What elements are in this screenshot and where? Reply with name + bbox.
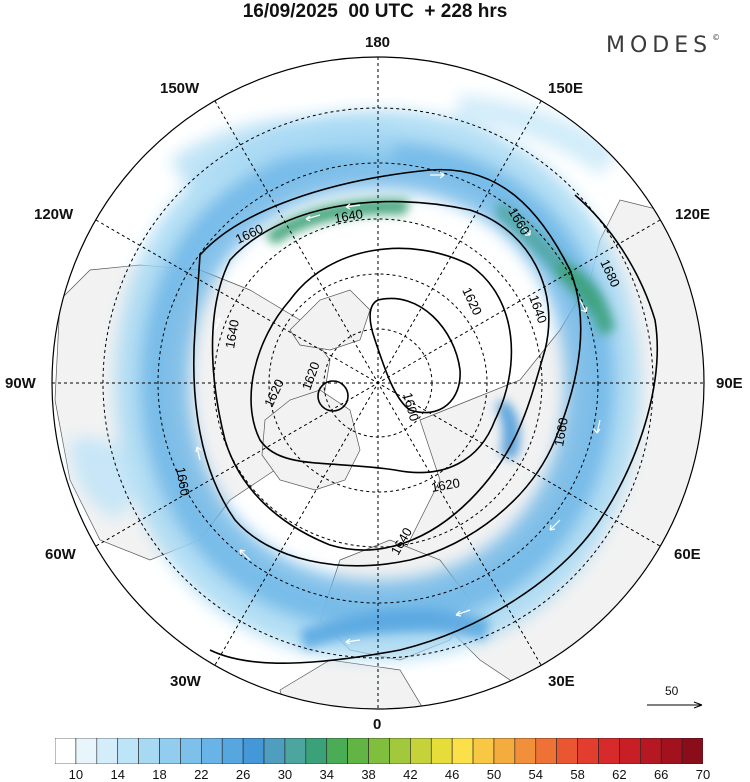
svg-text:1640: 1640 xyxy=(333,206,364,226)
colorbar-swatch xyxy=(451,738,474,764)
map-border xyxy=(51,56,705,710)
colorbar-swatch xyxy=(138,738,160,764)
lon-label-150e: 150E xyxy=(548,80,584,97)
colorbar-swatch xyxy=(493,738,516,764)
modes-logo: MODES© xyxy=(606,33,721,58)
contour-1600 xyxy=(369,297,461,414)
lon-label-0: 0 xyxy=(373,716,382,733)
colorbar-label: 22 xyxy=(194,767,209,782)
colorbar-swatch xyxy=(201,738,223,764)
svg-text:1600: 1600 xyxy=(400,391,422,423)
colorbar-swatch xyxy=(577,738,599,764)
lon-label-30w: 30W xyxy=(170,673,201,690)
svg-text:1660: 1660 xyxy=(551,416,571,447)
colorbar-label: 18 xyxy=(152,767,167,782)
colorbar-swatch xyxy=(263,738,286,764)
colorbar-label: 10 xyxy=(68,767,84,782)
colorbar-label: 62 xyxy=(612,767,627,782)
wind-speed-colorbar xyxy=(55,738,703,764)
colorbar-swatch xyxy=(347,738,369,764)
height-contours xyxy=(193,168,658,664)
colorbar-swatch xyxy=(660,738,683,764)
colorbar-swatch xyxy=(430,738,453,764)
contour-1640 xyxy=(211,200,550,551)
colorbar-label: 50 xyxy=(486,767,502,782)
wind-arrows xyxy=(195,171,601,645)
colorbar-label: 46 xyxy=(444,767,460,782)
colorbar-label: 30 xyxy=(277,767,293,782)
colorbar-swatch xyxy=(326,738,348,764)
colorbar-swatch xyxy=(368,738,390,764)
contour-1660 xyxy=(193,168,582,567)
colorbar-swatch xyxy=(472,738,495,764)
lon-label-120w: 120W xyxy=(34,206,74,223)
colorbar-swatch xyxy=(598,738,620,764)
colorbar-label: 38 xyxy=(361,767,376,782)
colorbar-swatch xyxy=(221,738,244,764)
colorbar-swatch xyxy=(284,738,307,764)
lon-label-90e: 90E xyxy=(716,375,743,392)
colorbar-swatch xyxy=(96,738,119,764)
colorbar-swatch xyxy=(55,738,77,764)
colorbar-swatch xyxy=(180,738,202,764)
colorbar-label: 34 xyxy=(319,767,334,782)
contour-1680 xyxy=(209,194,658,664)
svg-text:1620: 1620 xyxy=(430,475,461,495)
colorbar-swatch xyxy=(681,738,703,764)
map-title: 16/09/2025 00 UTC + 228 hrs xyxy=(242,1,508,22)
colorbar-label: 26 xyxy=(235,767,251,782)
colorbar-label: 66 xyxy=(653,767,669,782)
wind-speed-shading xyxy=(70,95,640,660)
graticule xyxy=(52,57,704,709)
contour-1620 xyxy=(250,247,513,474)
colorbar-swatch xyxy=(619,738,641,764)
lon-label-120e: 120E xyxy=(675,206,711,223)
reference-vector: 50 xyxy=(645,684,705,714)
svg-text:1640: 1640 xyxy=(222,318,242,349)
colorbar-label: 54 xyxy=(528,767,543,782)
colorbar-swatch xyxy=(159,738,181,764)
colorbar-swatch xyxy=(242,738,265,764)
colorbar-label: 58 xyxy=(570,767,585,782)
colorbar-swatch xyxy=(410,738,432,764)
colorbar-swatch xyxy=(535,738,557,764)
lon-label-90w: 90W xyxy=(5,375,36,392)
closed-low-contour xyxy=(317,380,349,412)
colorbar-swatch xyxy=(556,738,578,764)
colorbar-swatch xyxy=(514,738,537,764)
lon-label-60e: 60E xyxy=(674,546,701,563)
lon-label-180: 180 xyxy=(365,34,391,51)
colorbar-label: 14 xyxy=(110,767,125,782)
svg-text:1660: 1660 xyxy=(173,466,193,497)
colorbar-label: 42 xyxy=(403,767,418,782)
lon-label-30e: 30E xyxy=(548,673,575,690)
colorbar-swatch xyxy=(117,738,139,764)
colorbar-swatch xyxy=(389,738,411,764)
colorbar-swatch xyxy=(75,738,98,764)
lon-label-60w: 60W xyxy=(45,546,76,563)
colorbar-swatch xyxy=(639,738,662,764)
colorbar-label: 70 xyxy=(695,767,711,782)
colorbar-swatch xyxy=(305,738,328,764)
reference-vector-label: 50 xyxy=(665,684,679,698)
lon-label-150w: 150W xyxy=(160,80,200,97)
